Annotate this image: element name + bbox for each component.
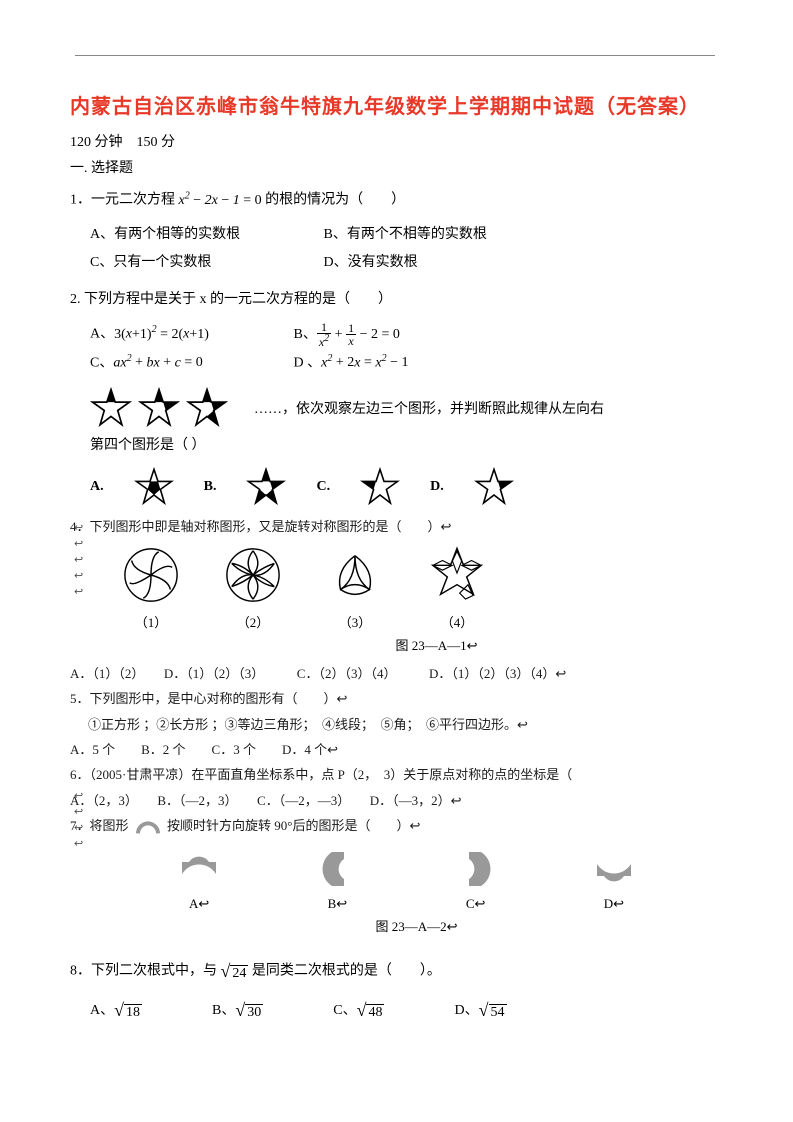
q4-label-3: （3）	[304, 612, 406, 631]
q3-dots-text: ……，依次观察左边三个图形，并判断照此规律从左向右	[254, 398, 604, 418]
q3-opt-b-label: B.	[204, 479, 217, 495]
q7-text: 7．将图形 按顺时针方向旋转 90°后的图形是（ ）↩	[70, 814, 723, 837]
q7-arc-labels: A↩ B↩ C↩ D↩	[130, 896, 683, 912]
q2-opt-b: B、1x2 + 1x − 2 = 0	[294, 321, 400, 349]
q8-opt-c: C、√48	[333, 999, 384, 1021]
star-opt-c	[360, 467, 400, 507]
q8-opt-d: D、√54	[454, 999, 506, 1021]
q4-fig-label: 图 23—A—1↩	[70, 635, 723, 654]
q5-items: ①正方形 ；②长方形 ；③等边三角形； ④线段； ⑤角； ⑥平行四边形。↩	[70, 713, 723, 736]
q8-text: 8．下列二次根式中，与 √24 是同类二次根式的是（ ）。	[70, 955, 723, 987]
q3-opt-c-label: C.	[316, 479, 330, 495]
margin-arrows-2: ↩↩↩↩	[74, 788, 83, 852]
pattern-2	[224, 546, 282, 604]
arc-opt-d	[589, 844, 639, 894]
q4-label-1: （1）	[100, 612, 202, 631]
q1-opt-d: D、没有实数根	[324, 249, 418, 277]
q7-fig-label: 图 23—A—2↩	[70, 916, 723, 935]
q5-text: 5．下列图形中，是中心对称的图形有（ ）↩	[70, 687, 723, 710]
q3-star-row: ……，依次观察左边三个图形，并判断照此规律从左向右	[90, 387, 723, 429]
q1-opt-c: C、只有一个实数根	[90, 249, 320, 277]
arc-opt-b	[312, 844, 362, 894]
q8-options: A、√18 B、√30 C、√48 D、√54	[70, 999, 723, 1021]
page-title: 内蒙古自治区赤峰市翁牛特旗九年级数学上学期期中试题（无答案）	[70, 90, 723, 119]
margin-arrows-1: ↩↩↩↩↩	[74, 520, 83, 600]
star-opt-a	[134, 467, 174, 507]
q7-label-a: A↩	[159, 896, 239, 912]
header-rule	[75, 55, 715, 56]
q3-options: A. B. C. D.	[70, 467, 723, 507]
q4-patterns	[70, 546, 723, 604]
q3-opt-a-label: A.	[90, 479, 104, 495]
arc-opt-c	[451, 844, 501, 894]
pattern-3	[326, 546, 384, 604]
pattern-1	[122, 546, 180, 604]
q4-label-2: （2）	[202, 612, 304, 631]
q8-opt-a: A、√18	[90, 999, 142, 1021]
q8-opt-b: B、√30	[212, 999, 263, 1021]
q4-pattern-labels: （1） （2） （3） （4）	[70, 612, 723, 631]
section-heading: 一. 选择题	[70, 157, 723, 177]
q3-line2: 第四个图形是（ ）	[70, 433, 723, 458]
q1-opt-a: A、有两个相等的实数根	[90, 221, 320, 249]
q6-text: 6．（2005·甘肃平凉）在平面直角坐标系中，点 P（2， 3）关于原点对称的点…	[70, 763, 723, 786]
q7-label-b: B↩	[297, 896, 377, 912]
exam-info: 120 分钟 150 分	[70, 131, 723, 151]
q7-label-c: C↩	[436, 896, 516, 912]
q4-label-4: （4）	[406, 612, 508, 631]
q7-label-d: D↩	[574, 896, 654, 912]
q1-text: 1．一元二次方程 x2 − 2x − 1 = 0 的根的情况为（ ）	[70, 187, 723, 213]
pattern-4	[428, 546, 486, 604]
q2-opt-c: C、ax2 + bx + c = 0	[90, 349, 290, 378]
q4-text: 4．下列图形中即是轴对称图形，又是旋转对称图形的是（ ）↩	[70, 515, 723, 538]
arc-opt-a	[174, 844, 224, 894]
q2-text: 2. 下列方程中是关于 x 的一元二次方程的是（ ）	[70, 287, 723, 312]
q2-options: A、3(x+1)2 = 2(x+1) B、1x2 + 1x − 2 = 0 C、…	[70, 320, 723, 377]
q3-opt-d-label: D.	[430, 479, 444, 495]
q6-options: A．（2，3） B．（—2，3） C．（—2，—3） D．（—3，2）↩	[70, 789, 723, 812]
star-opt-d	[474, 467, 514, 507]
q1-options: A、有两个相等的实数根 B、有两个不相等的实数根 C、只有一个实数根 D、没有实…	[70, 221, 723, 277]
q5-options: A．5 个 B．2 个 C．3 个 D．4 个↩	[70, 738, 723, 761]
star-icon-1	[90, 387, 132, 429]
arc-icon-inline	[132, 817, 164, 837]
q4-options: A．（1）（2） D．（1）（2）（3） C．（2）（3）（4） D．（1）（2…	[70, 662, 723, 685]
q2-opt-a: A、3(x+1)2 = 2(x+1)	[90, 320, 290, 349]
star-icon-3	[186, 387, 228, 429]
q1-opt-b: B、有两个不相等的实数根	[324, 221, 487, 249]
star-icon-2	[138, 387, 180, 429]
q2-opt-d: D 、x2 + 2x = x2 − 1	[294, 349, 409, 378]
star-opt-b	[246, 467, 286, 507]
q7-arc-row	[130, 844, 683, 894]
